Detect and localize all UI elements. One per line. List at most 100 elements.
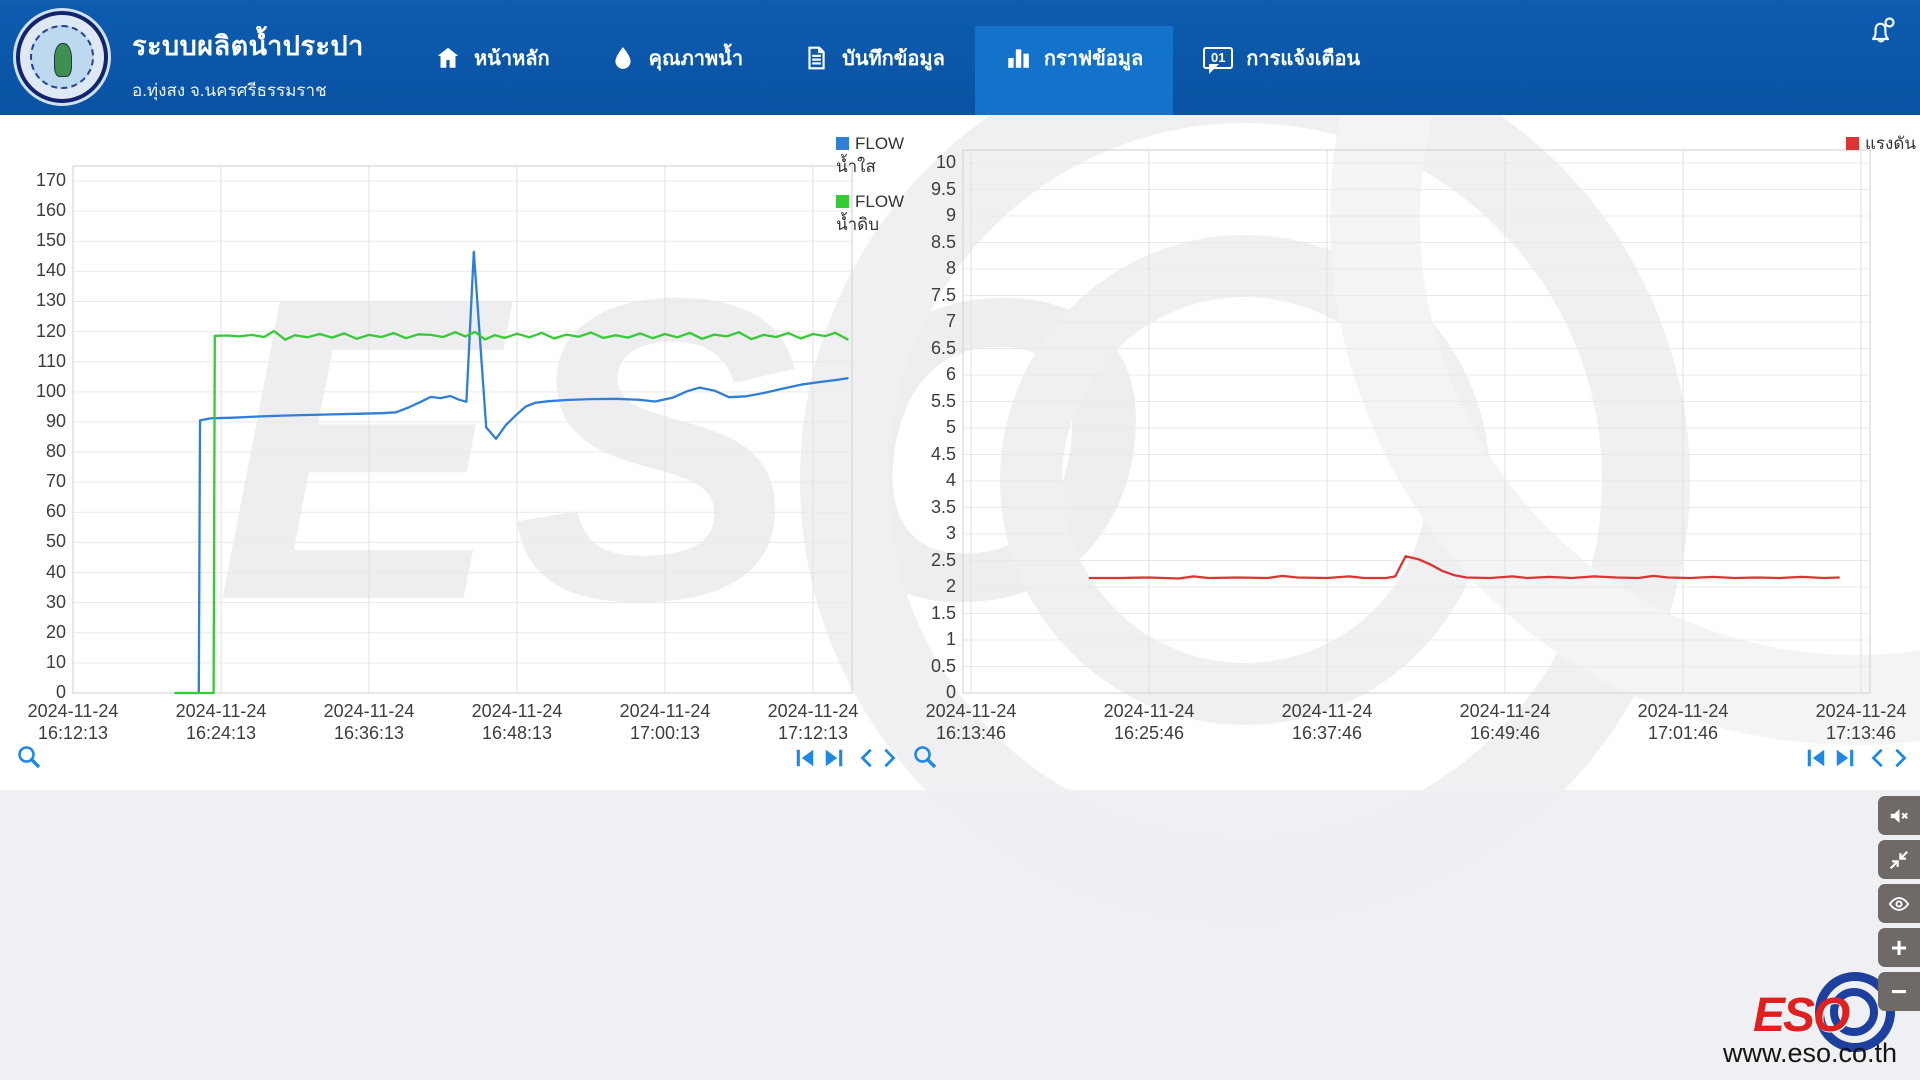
eye-visibility-button[interactable] — [1878, 884, 1920, 923]
nav-item-alerts[interactable]: 01 การแจ้งเตือน — [1173, 0, 1390, 115]
y-axis-tick-label: 7.5 — [930, 284, 956, 305]
org-logo-figure — [54, 43, 72, 77]
bottom-panel — [0, 790, 1920, 1080]
x-axis-tick-label: 2024-11-24 16:24:13 — [175, 701, 267, 743]
flow-chart-skip-end-button[interactable] — [823, 747, 845, 769]
y-axis-tick-label: 170 — [35, 170, 66, 190]
y-axis-tick-label: 140 — [35, 260, 66, 281]
x-axis-tick-label: 2024-11-24 17:12:13 — [767, 701, 859, 743]
legend-entry-flow-raw[interactable]: FLOW น้ำดิบ — [836, 190, 904, 236]
legend-entry-pressure[interactable]: แรงดัน — [1840, 132, 1916, 155]
y-axis-tick-label: 8.5 — [930, 231, 956, 252]
pressure-chart — [962, 149, 1871, 694]
y-axis-tick-label: 6 — [945, 364, 956, 384]
y-axis-tick-label: 100 — [35, 380, 66, 401]
legend-swatch-green — [836, 195, 849, 208]
y-axis-tick-label: 4.5 — [930, 443, 956, 464]
pressure-chart-skip-end-button[interactable] — [1834, 747, 1856, 769]
header-bar: ระบบผลิตน้ำประปา อ.ทุ่งสง จ.นครศรีธรรมรา… — [0, 0, 1920, 115]
chat-alert-icon: 01 — [1203, 46, 1234, 74]
nav-item-graph-data[interactable]: กราฟข้อมูล — [974, 0, 1174, 115]
document-icon — [803, 45, 829, 71]
legend-swatch-blue — [836, 137, 849, 150]
pressure-chart-zoom-button[interactable] — [912, 744, 938, 770]
nav-label: หน้าหลัก — [474, 47, 550, 70]
y-axis-tick-label: 150 — [35, 230, 66, 251]
y-axis-tick-label: 2 — [945, 576, 956, 596]
y-axis-tick-label: 50 — [45, 531, 66, 552]
nav-item-data-log[interactable]: บันทึกข้อมูล — [773, 0, 975, 115]
collapse-view-button[interactable] — [1878, 840, 1920, 879]
flow-chart-pan-right-button[interactable] — [879, 747, 899, 769]
y-axis-tick-label: 90 — [45, 410, 66, 431]
org-logo — [16, 11, 108, 103]
dashboard-content: ESO 0 10 20 30 40 50 60 70 80 90 100 110 120 130 140 15… — [0, 115, 1920, 1080]
y-axis-tick-label: 9.5 — [930, 178, 956, 199]
x-axis-tick-label: 2024-11-24 16:36:13 — [323, 701, 415, 743]
pressure-chart-pan-left-button[interactable] — [1868, 747, 1888, 769]
flow-chart-zoom-button[interactable] — [16, 744, 42, 770]
legend-entry-flow-clear[interactable]: FLOW น้ำใส — [836, 132, 904, 178]
y-axis-tick-label: 10 — [45, 651, 66, 672]
mute-speaker-button[interactable] — [1878, 796, 1920, 835]
y-axis-tick-label: 60 — [45, 501, 66, 522]
app-subtitle: อ.ทุ่งสง จ.นครศรีธรรมราช — [132, 81, 327, 100]
nav-label: การแจ้งเตือน — [1246, 47, 1361, 70]
y-axis-tick-label: 7 — [945, 311, 956, 331]
x-axis-tick-label: 2024-11-24 16:12:13 — [27, 701, 119, 743]
flow-chart — [72, 165, 853, 695]
y-axis-tick-label: 3.5 — [930, 496, 956, 517]
org-logo-inner — [30, 25, 94, 89]
legend-label: น้ำใส — [836, 157, 876, 176]
y-axis-tick-label: 8 — [945, 258, 956, 278]
minus-icon: − — [1890, 975, 1908, 1007]
y-axis-tick-label: 0.5 — [930, 655, 956, 676]
y-axis-tick-label: 130 — [35, 290, 66, 311]
nav-item-home[interactable]: หน้าหลัก — [405, 0, 580, 115]
y-axis-tick-label: 5.5 — [930, 390, 956, 411]
y-axis-tick-label: 3 — [945, 523, 956, 543]
plus-icon: + — [1890, 931, 1908, 963]
flow-chart-legend: FLOW น้ำใส FLOW น้ำดิบ — [836, 132, 904, 248]
flow-chart-skip-start-button[interactable] — [794, 747, 816, 769]
zoom-in-button[interactable]: + — [1878, 928, 1920, 967]
y-axis-tick-label: 70 — [45, 471, 66, 492]
main-nav: หน้าหลัก คุณภาพน้ำ บันทึกข้อมูล — [405, 0, 1390, 115]
pressure-chart-plot-area[interactable] — [962, 149, 1871, 694]
pressure-chart-legend: แรงดัน — [1840, 132, 1916, 167]
charts-canvas — [72, 149, 1871, 695]
x-axis-tick-label: 2024-11-24 17:00:13 — [619, 701, 711, 743]
bar-chart-icon — [1005, 45, 1031, 71]
x-axis-tick-label: 2024-11-24 16:37:46 — [1281, 701, 1373, 743]
zoom-out-button[interactable]: − — [1878, 972, 1920, 1011]
legend-label: น้ำดิบ — [836, 215, 879, 234]
notification-bell-icon[interactable] — [1864, 14, 1898, 48]
pressure-chart-skip-start-button[interactable] — [1805, 747, 1827, 769]
pressure-chart-pan-right-button[interactable] — [1890, 747, 1910, 769]
y-axis-tick-label: 20 — [45, 621, 66, 642]
x-axis-tick-label: 2024-11-24 17:01:46 — [1637, 701, 1729, 743]
legend-swatch-red — [1845, 137, 1859, 150]
legend-label: FLOW — [855, 192, 905, 211]
water-drop-icon — [610, 45, 636, 71]
flow-chart-plot-area[interactable] — [72, 165, 853, 694]
nav-item-water-quality[interactable]: คุณภาพน้ำ — [580, 0, 773, 115]
flow-chart-series-1 — [174, 329, 849, 695]
y-axis-tick-label: 1.5 — [930, 602, 956, 623]
flow-chart-series-0 — [174, 250, 849, 695]
pressure-chart-series-0 — [1088, 555, 1840, 580]
y-axis-tick-label: 10 — [935, 152, 956, 172]
alert-badge-count: 01 — [1211, 50, 1226, 65]
vendor-logo[interactable]: ESO www.eso.co.th — [1715, 972, 1915, 1072]
nav-label: บันทึกข้อมูล — [842, 47, 945, 70]
x-axis-tick-label: 2024-11-24 16:13:46 — [925, 701, 1017, 743]
x-axis-tick-label: 2024-11-24 17:13:46 — [1815, 701, 1907, 743]
flow-chart-pan-left-button[interactable] — [857, 747, 877, 769]
app-title-block: ระบบผลิตน้ำประปา อ.ทุ่งสง จ.นครศรีธรรมรา… — [132, 24, 364, 104]
x-axis-tick-label: 2024-11-24 16:25:46 — [1103, 701, 1195, 743]
y-axis-tick-label: 5 — [945, 417, 956, 437]
x-axis-tick-label: 2024-11-24 16:49:46 — [1459, 701, 1551, 743]
y-axis-tick-label: 40 — [45, 561, 66, 582]
y-axis-tick-label: 120 — [35, 320, 66, 341]
